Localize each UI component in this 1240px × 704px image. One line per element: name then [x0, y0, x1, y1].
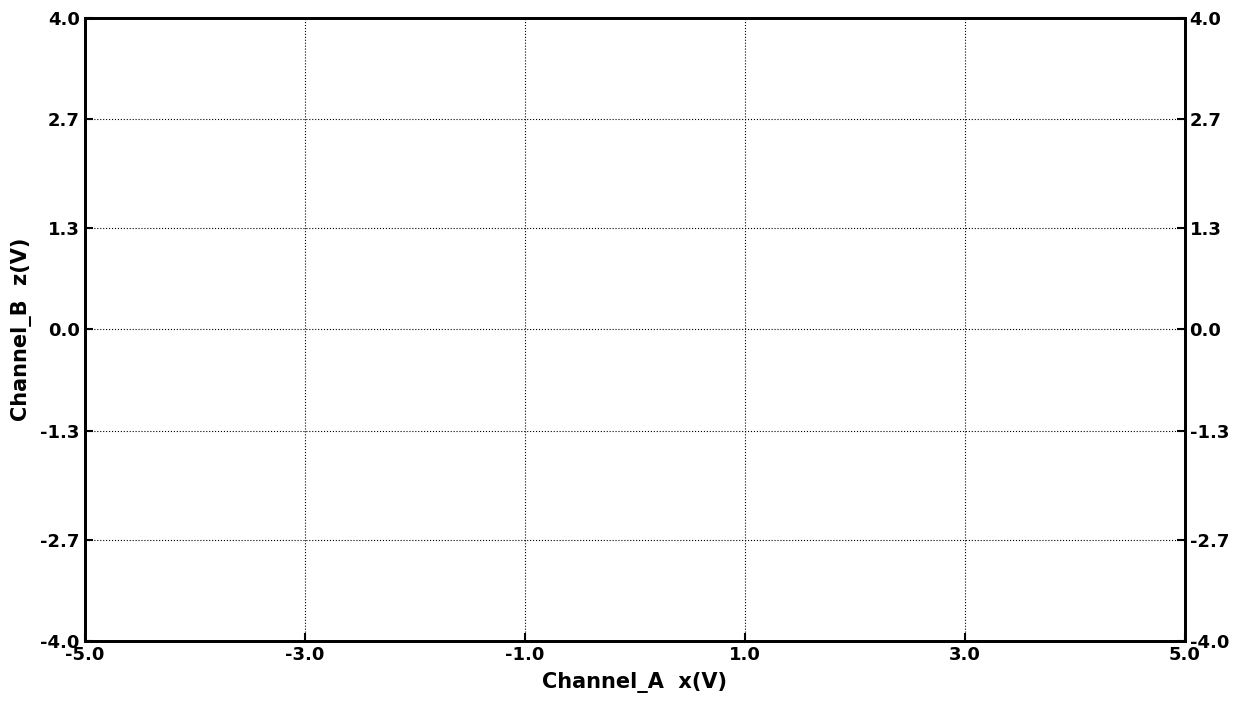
X-axis label: Channel_A  x(V): Channel_A x(V) — [542, 672, 727, 693]
Y-axis label: Channel_B  z(V): Channel_B z(V) — [11, 238, 32, 421]
